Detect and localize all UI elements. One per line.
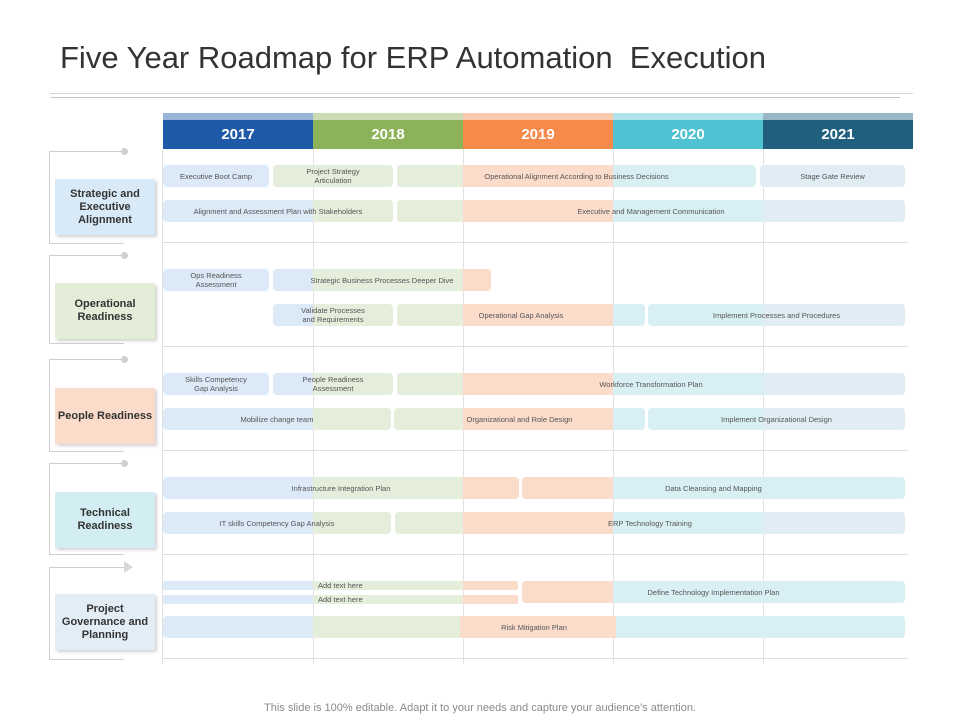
task-bar[interactable]: Executive and Management Communication (397, 200, 905, 222)
task-label: Validate Processes and Requirements (301, 306, 365, 324)
grid-column-line (763, 149, 764, 664)
year-header-2020: 2020 (613, 113, 763, 149)
task-label: Implement Processes and Procedures (712, 310, 841, 320)
task-label: Operational Gap Analysis (478, 310, 564, 320)
grid-column-line (313, 149, 314, 664)
task-label: Executive Boot Camp (179, 171, 253, 181)
section-bracket (49, 148, 128, 244)
task-label: ERP Technology Training (608, 518, 692, 528)
task-bar[interactable]: Alignment and Assessment Plan with Stake… (163, 200, 393, 222)
task-bar[interactable]: Strategic Business Processes Deeper Dive (273, 269, 491, 291)
task-label: Strategic Business Processes Deeper Dive (310, 275, 454, 285)
grid-row-line (162, 658, 908, 659)
task-label: Workforce Transformation Plan (599, 379, 703, 389)
task-bar[interactable]: Implement Organizational Design (648, 408, 905, 430)
section-strategic-executive-alignment: Strategic and Executive Alignment (55, 179, 155, 235)
bracket-dot-icon (121, 148, 128, 155)
task-bar[interactable]: Workforce Transformation Plan (397, 373, 905, 395)
section-people-readiness: People Readiness (55, 388, 155, 444)
year-label: 2018 (313, 120, 463, 149)
section-bracket (49, 356, 128, 452)
task-bar[interactable]: IT skills Competency Gap Analysis (163, 512, 391, 534)
task-bar[interactable]: Mobilize change team (163, 408, 391, 430)
task-bar[interactable]: Implement Processes and Procedures (648, 304, 905, 326)
task-bar[interactable]: ERP Technology Training (395, 512, 905, 534)
section-bracket (49, 561, 133, 660)
task-label: Skills Competency Gap Analysis (185, 375, 247, 393)
task-bar[interactable]: People Readiness Assessment (273, 373, 393, 395)
task-label: Operational Alignment According to Busin… (484, 171, 669, 181)
task-label: People Readiness Assessment (302, 375, 364, 393)
task-label: Stage Gate Review (800, 171, 865, 181)
task-label: IT skills Competency Gap Analysis (219, 518, 335, 528)
task-bar[interactable]: Operational Gap Analysis (397, 304, 645, 326)
bracket-dot-icon (121, 356, 128, 363)
year-label: 2021 (763, 120, 913, 149)
grid-row-line (162, 554, 908, 555)
task-label: Mobilize change team (240, 414, 314, 424)
page-title: Five Year Roadmap for ERP Automation Exe… (60, 40, 766, 75)
task-bar[interactable]: Risk Mitigation Plan (163, 616, 905, 638)
task-bar[interactable]: Ops Readiness Assessment (163, 269, 269, 291)
task-bar[interactable]: Executive Boot Camp (163, 165, 269, 187)
year-header-2021: 2021 (763, 113, 913, 149)
year-label: 2019 (463, 120, 613, 149)
task-bar[interactable]: Infrastructure Integration Plan (163, 477, 519, 499)
grid-row-line (162, 242, 908, 243)
section-bracket (49, 252, 128, 344)
task-bar[interactable]: Define Technology Implementation Plan (522, 581, 905, 603)
task-label: Add text here (318, 595, 363, 604)
grid-column-line (463, 149, 464, 664)
section-bracket (49, 460, 128, 555)
year-header-2019: 2019 (463, 113, 613, 149)
task-label: Alignment and Assessment Plan with Stake… (193, 206, 363, 216)
task-label: Add text here (318, 581, 363, 590)
footer-note: This slide is 100% editable. Adapt it to… (264, 702, 696, 714)
task-label: Data Cleansing and Mapping (665, 483, 762, 493)
year-label: 2020 (613, 120, 763, 149)
section-project-governance-planning: Project Governance and Planning (55, 594, 155, 650)
section-technical-readiness: Technical Readiness (55, 492, 155, 548)
task-bar[interactable]: Add text here (163, 595, 518, 604)
task-bar[interactable]: Skills Competency Gap Analysis (163, 373, 269, 395)
task-label: Organizational and Role Design (466, 414, 573, 424)
bracket-triangle-icon (124, 561, 133, 573)
task-label: Infrastructure Integration Plan (291, 483, 391, 493)
year-header-2018: 2018 (313, 113, 463, 149)
task-bar[interactable]: Data Cleansing and Mapping (522, 477, 905, 499)
grid-column-line (162, 149, 163, 664)
task-label: Risk Mitigation Plan (501, 622, 567, 632)
task-bar[interactable]: Add text here (163, 581, 518, 590)
year-label: 2017 (163, 120, 313, 149)
grid-row-line (162, 346, 908, 347)
task-label: Project Strategy Articulation (306, 167, 360, 185)
title-divider-secondary (50, 97, 900, 98)
task-label: Define Technology Implementation Plan (647, 587, 780, 597)
task-bar[interactable]: Organizational and Role Design (394, 408, 645, 430)
grid-column-line (613, 149, 614, 664)
bracket-dot-icon (121, 460, 128, 467)
task-label: Implement Organizational Design (721, 414, 832, 424)
task-label: Executive and Management Communication (577, 206, 725, 216)
task-bar[interactable]: Stage Gate Review (760, 165, 905, 187)
year-header-2017: 2017 (163, 113, 313, 149)
task-bar[interactable]: Validate Processes and Requirements (273, 304, 393, 326)
title-divider (50, 93, 913, 94)
task-bar[interactable]: Project Strategy Articulation (273, 165, 393, 187)
task-bar[interactable]: Operational Alignment According to Busin… (397, 165, 756, 187)
grid-row-line (162, 450, 908, 451)
section-operational-readiness: Operational Readiness (55, 283, 155, 339)
task-label: Ops Readiness Assessment (190, 271, 242, 289)
bracket-dot-icon (121, 252, 128, 259)
